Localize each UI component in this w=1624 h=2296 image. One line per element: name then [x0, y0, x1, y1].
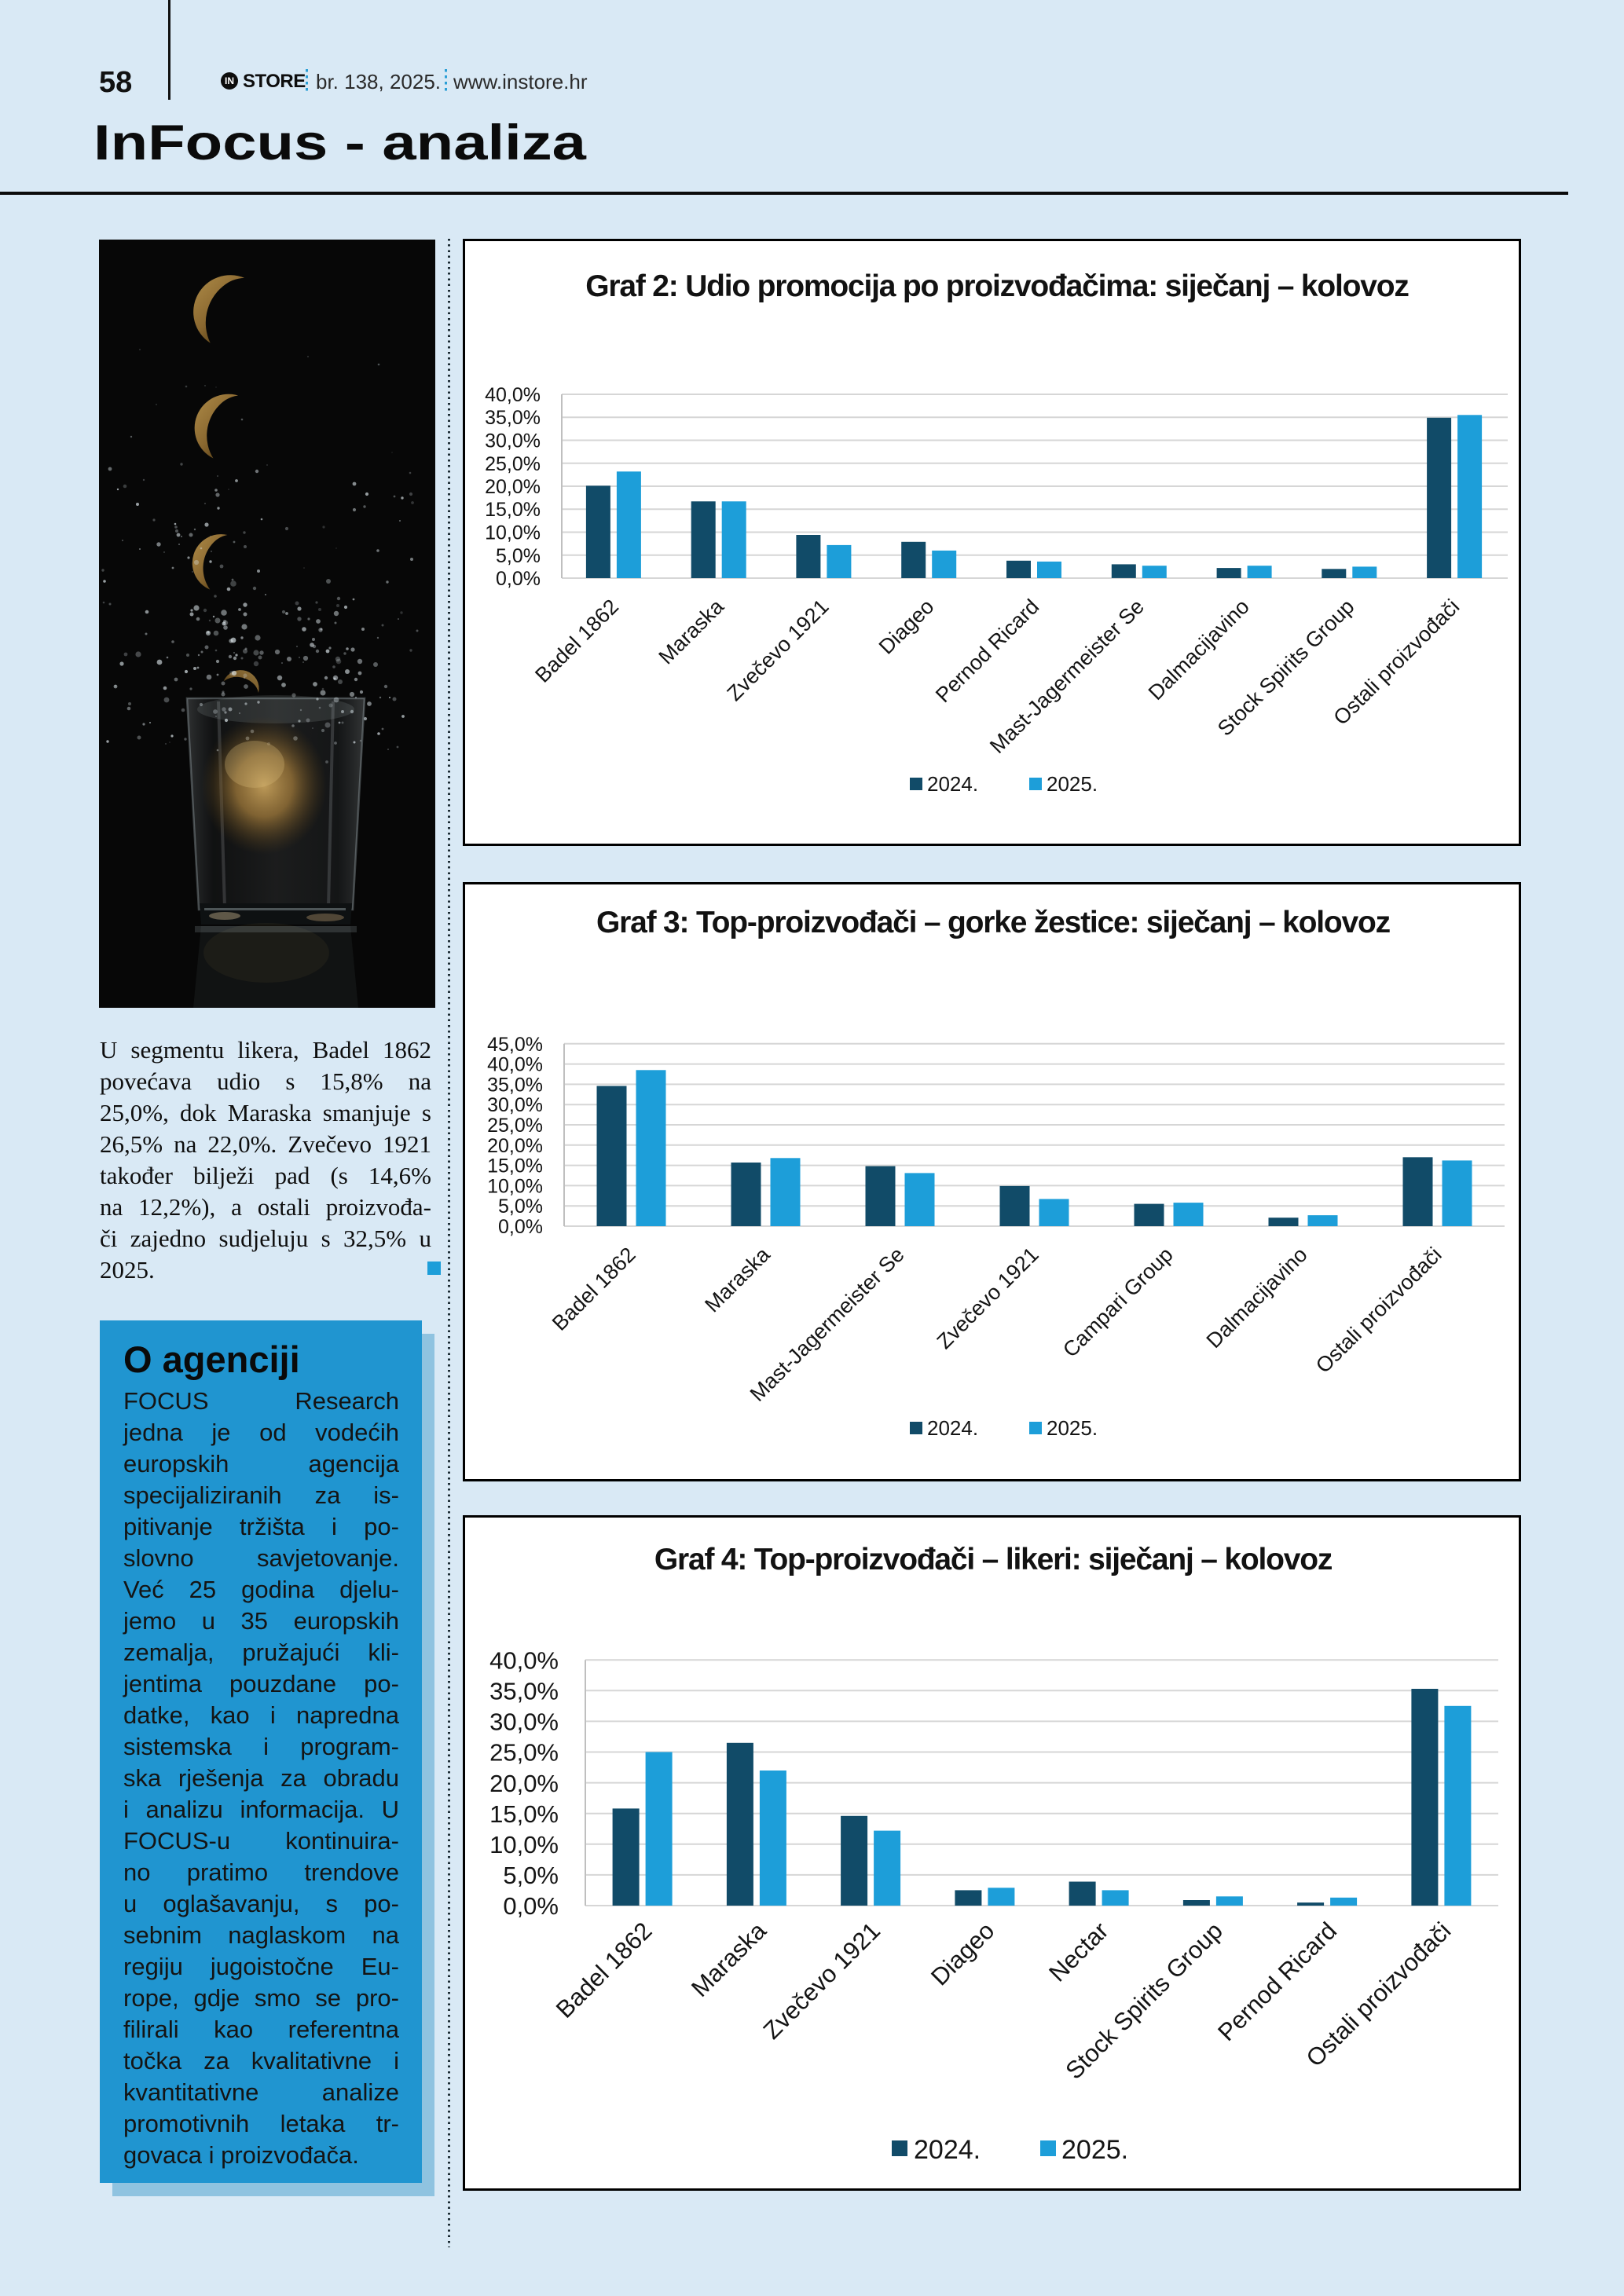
svg-text:Nectar: Nectar	[1043, 1917, 1113, 1987]
svg-text:Zvečevo 1921: Zvečevo 1921	[758, 1917, 885, 2044]
svg-text:2025.: 2025.	[1061, 2135, 1128, 2165]
svg-text:15,0%: 15,0%	[485, 499, 541, 521]
svg-text:30,0%: 30,0%	[487, 1094, 543, 1116]
svg-text:20,0%: 20,0%	[487, 1135, 543, 1157]
svg-text:35,0%: 35,0%	[489, 1678, 559, 1705]
svg-text:Mast-Jagermeister Se: Mast-Jagermeister Se	[746, 1243, 909, 1406]
svg-text:5,0%: 5,0%	[496, 545, 541, 567]
svg-text:Graf 4: Top-proizvođači – like: Graf 4: Top-proizvođači – likeri: siječa…	[654, 1543, 1333, 1576]
svg-text:20,0%: 20,0%	[489, 1770, 559, 1797]
svg-text:2025.: 2025.	[1047, 1416, 1098, 1440]
svg-text:Graf 3: Top-proizvođači – gork: Graf 3: Top-proizvođači – gorke žestice:…	[596, 906, 1391, 939]
svg-text:Zvečevo 1921: Zvečevo 1921	[722, 595, 833, 705]
svg-text:0,0%: 0,0%	[503, 1892, 559, 1920]
svg-text:Zvečevo 1921: Zvečevo 1921	[933, 1243, 1043, 1353]
svg-text:2024.: 2024.	[927, 772, 978, 796]
svg-text:Dalmacijavino: Dalmacijavino	[1202, 1243, 1312, 1353]
svg-text:30,0%: 30,0%	[485, 430, 541, 452]
svg-text:Diageo: Diageo	[874, 595, 939, 659]
svg-text:10,0%: 10,0%	[485, 522, 541, 544]
svg-text:20,0%: 20,0%	[485, 476, 541, 498]
svg-text:25,0%: 25,0%	[485, 453, 541, 475]
svg-text:Badel 1862: Badel 1862	[551, 1917, 658, 2023]
svg-text:40,0%: 40,0%	[487, 1054, 543, 1076]
svg-text:Maraska: Maraska	[700, 1242, 775, 1316]
svg-text:Maraska: Maraska	[686, 1917, 772, 2002]
svg-text:Diageo: Diageo	[926, 1917, 999, 1990]
svg-text:40,0%: 40,0%	[489, 1646, 559, 1674]
svg-text:35,0%: 35,0%	[485, 407, 541, 429]
svg-text:5,0%: 5,0%	[498, 1196, 543, 1218]
svg-text:25,0%: 25,0%	[489, 1739, 559, 1767]
svg-text:2024.: 2024.	[927, 1416, 978, 1440]
svg-text:Campari Group: Campari Group	[1058, 1243, 1178, 1362]
svg-text:5,0%: 5,0%	[503, 1862, 559, 1889]
svg-text:0,0%: 0,0%	[496, 568, 541, 590]
svg-text:Graf 2: Udio promocija po proi: Graf 2: Udio promocija po proizvođačima:…	[585, 269, 1409, 303]
svg-text:Badel 1862: Badel 1862	[548, 1243, 640, 1335]
svg-text:Dalmacijavino: Dalmacijavino	[1144, 595, 1254, 705]
svg-text:25,0%: 25,0%	[487, 1115, 543, 1137]
svg-text:Pernod Ricard: Pernod Ricard	[1212, 1917, 1342, 2046]
svg-text:40,0%: 40,0%	[485, 384, 541, 406]
svg-text:45,0%: 45,0%	[487, 1034, 543, 1056]
svg-text:35,0%: 35,0%	[487, 1074, 543, 1096]
svg-text:15,0%: 15,0%	[489, 1800, 559, 1828]
svg-text:0,0%: 0,0%	[498, 1216, 543, 1238]
svg-text:2024.: 2024.	[914, 2135, 981, 2165]
svg-text:2025.: 2025.	[1047, 772, 1098, 796]
svg-text:15,0%: 15,0%	[487, 1155, 543, 1177]
svg-text:Maraska: Maraska	[654, 594, 729, 668]
svg-text:30,0%: 30,0%	[489, 1708, 559, 1736]
svg-text:10,0%: 10,0%	[487, 1175, 543, 1197]
svg-text:Ostali proizvođači: Ostali proizvođači	[1311, 1243, 1446, 1378]
svg-text:Pernod Ricard: Pernod Ricard	[931, 595, 1043, 707]
svg-text:10,0%: 10,0%	[489, 1831, 559, 1858]
svg-text:Badel 1862: Badel 1862	[530, 595, 623, 687]
